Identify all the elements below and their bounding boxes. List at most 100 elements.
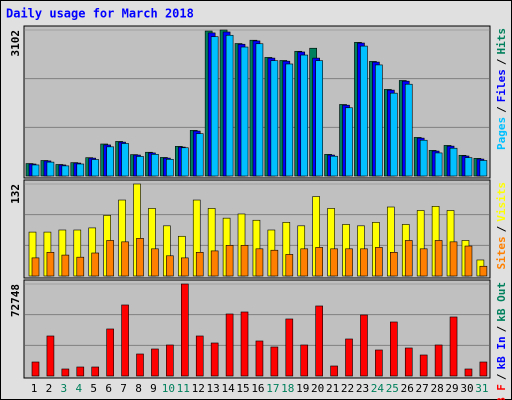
x-tick-label: 4 bbox=[75, 382, 82, 395]
bar bbox=[61, 368, 70, 377]
bar bbox=[464, 368, 473, 377]
bar bbox=[315, 305, 323, 377]
legend: Sites / Visits bbox=[495, 182, 508, 270]
bar bbox=[225, 34, 234, 177]
legend: kB F / kB In / kB Out bbox=[495, 282, 508, 400]
x-tick-label: 13 bbox=[207, 382, 220, 395]
bar bbox=[270, 346, 279, 377]
bar bbox=[121, 241, 129, 277]
bar bbox=[375, 349, 383, 377]
bar bbox=[390, 252, 398, 277]
bar bbox=[76, 256, 85, 277]
legend: Pages / Files / Hits bbox=[495, 28, 508, 150]
bar bbox=[225, 313, 234, 377]
bar bbox=[419, 248, 428, 277]
x-tick-label: 9 bbox=[150, 382, 157, 395]
bar bbox=[91, 366, 100, 377]
x-tick-label: 26 bbox=[401, 382, 414, 395]
x-tick-label: 10 bbox=[162, 382, 175, 395]
bar bbox=[315, 60, 323, 177]
bar bbox=[270, 60, 279, 177]
bar bbox=[404, 83, 413, 177]
bar bbox=[360, 314, 368, 377]
bar bbox=[240, 245, 249, 277]
x-tick-label: 14 bbox=[221, 382, 235, 395]
bar bbox=[151, 348, 159, 377]
x-tick-label: 28 bbox=[430, 382, 443, 395]
bar bbox=[195, 335, 204, 377]
y-tick-label: 72748 bbox=[9, 284, 22, 317]
bar bbox=[76, 366, 85, 377]
bar bbox=[181, 283, 189, 377]
bar bbox=[121, 304, 129, 377]
bar bbox=[151, 154, 159, 177]
bar bbox=[195, 252, 204, 277]
bar bbox=[360, 248, 368, 277]
x-tick-label: 12 bbox=[192, 382, 205, 395]
legend-entry: Pages bbox=[495, 117, 508, 150]
x-tick-label: 16 bbox=[251, 382, 264, 395]
bar bbox=[240, 46, 249, 177]
bar bbox=[390, 92, 398, 177]
y-tick-label: 3102 bbox=[9, 30, 22, 57]
bar bbox=[210, 36, 219, 177]
x-tick-label: 29 bbox=[445, 382, 458, 395]
bar bbox=[345, 248, 353, 277]
x-tick-label: 23 bbox=[356, 382, 369, 395]
x-tick-label: 22 bbox=[341, 382, 354, 395]
legend-entry: Visits bbox=[495, 182, 508, 222]
bar bbox=[360, 45, 368, 177]
x-tick-label: 8 bbox=[135, 382, 142, 395]
bar bbox=[181, 257, 189, 277]
bar bbox=[195, 133, 204, 177]
bar bbox=[390, 321, 398, 377]
bar bbox=[285, 63, 294, 177]
bar bbox=[225, 245, 234, 277]
x-tick-label: 18 bbox=[281, 382, 294, 395]
x-tick-label: 6 bbox=[105, 382, 112, 395]
bar bbox=[210, 342, 219, 377]
bar bbox=[31, 164, 40, 177]
bar bbox=[255, 248, 264, 277]
bar bbox=[240, 311, 249, 377]
bar bbox=[330, 248, 338, 277]
bar bbox=[106, 146, 114, 177]
bar bbox=[106, 240, 114, 277]
x-tick-label: 1 bbox=[31, 382, 38, 395]
legend-entry: kB Out bbox=[495, 282, 508, 322]
bar bbox=[479, 265, 488, 277]
bar bbox=[31, 257, 40, 277]
bar bbox=[479, 160, 488, 177]
bar bbox=[270, 249, 279, 277]
x-tick-label: 3 bbox=[61, 382, 68, 395]
bar bbox=[479, 361, 488, 377]
bar bbox=[31, 361, 40, 377]
legend-separator: / bbox=[495, 225, 508, 232]
bar bbox=[46, 252, 55, 277]
bar bbox=[330, 365, 338, 377]
bar bbox=[300, 54, 309, 177]
bar bbox=[136, 353, 144, 377]
x-tick-label: 25 bbox=[386, 382, 399, 395]
x-tick-label: 19 bbox=[296, 382, 309, 395]
legend-entry: Hits bbox=[495, 28, 508, 55]
bar bbox=[300, 248, 309, 277]
x-tick-label: 15 bbox=[236, 382, 249, 395]
bar bbox=[255, 340, 264, 377]
x-tick-label: 17 bbox=[266, 382, 279, 395]
bar bbox=[434, 152, 443, 177]
bar bbox=[181, 147, 189, 177]
bar bbox=[106, 328, 114, 377]
bar bbox=[464, 245, 473, 277]
bar bbox=[330, 155, 338, 177]
bar bbox=[91, 252, 100, 277]
bar bbox=[46, 161, 55, 177]
bar bbox=[61, 165, 70, 177]
bar bbox=[434, 240, 443, 277]
bar bbox=[255, 43, 264, 177]
bar bbox=[91, 159, 100, 177]
bar bbox=[76, 163, 85, 177]
x-tick-label: 31 bbox=[475, 382, 488, 395]
legend-entry: Sites bbox=[495, 236, 508, 269]
